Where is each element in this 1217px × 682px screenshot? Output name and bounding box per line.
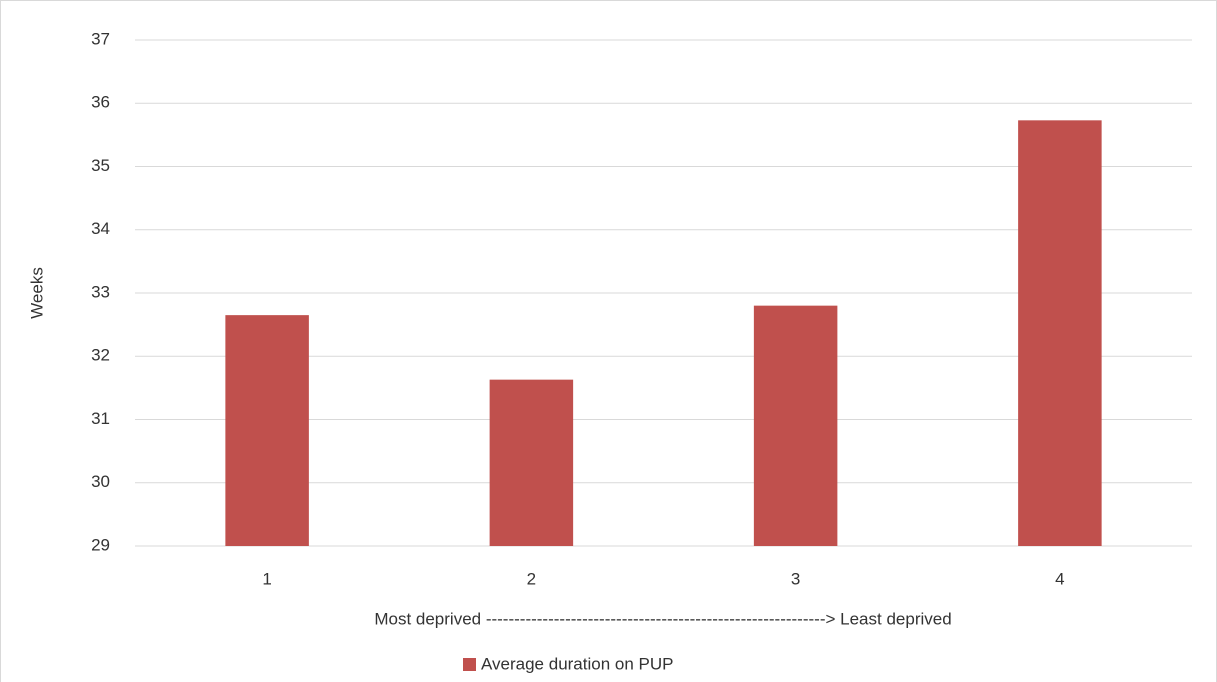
y-tick-label: 29	[91, 535, 110, 554]
y-tick-label: 32	[91, 346, 110, 365]
y-axis-label: Weeks	[27, 267, 46, 319]
x-tick-label: 1	[262, 569, 271, 588]
bar	[1018, 120, 1102, 546]
y-tick-label: 30	[91, 472, 110, 491]
bar	[489, 379, 574, 546]
y-tick-label: 34	[91, 219, 110, 238]
x-tick-label: 3	[791, 569, 800, 588]
x-tick-label: 2	[527, 569, 536, 588]
y-tick-label: 33	[91, 282, 110, 301]
y-tick-label: 31	[91, 409, 110, 428]
y-tick-label: 37	[91, 29, 110, 48]
y-tick-label: 36	[91, 93, 110, 112]
bar	[753, 305, 838, 546]
legend-swatch	[463, 658, 476, 671]
y-tick-label: 35	[91, 156, 110, 175]
bar	[225, 315, 309, 546]
legend-label: Average duration on PUP	[481, 654, 673, 673]
x-axis-label: Most deprived --------------------------…	[374, 609, 951, 628]
x-tick-label: 4	[1055, 569, 1064, 588]
